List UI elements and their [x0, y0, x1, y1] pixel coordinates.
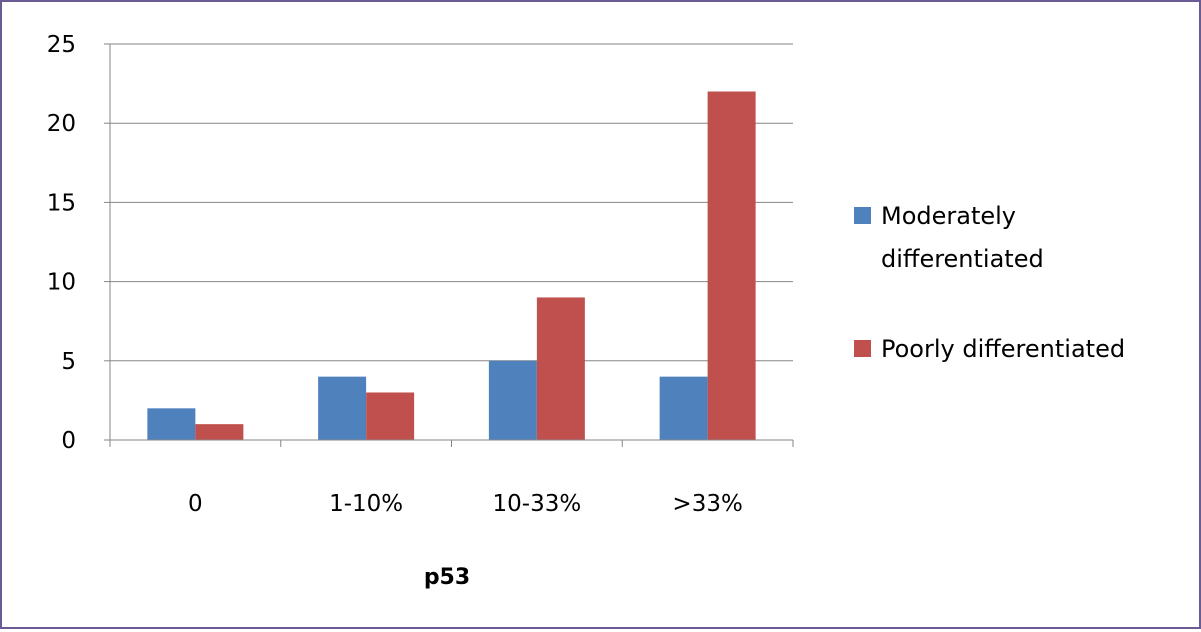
bar-poorly-1	[366, 392, 414, 440]
bar-poorly-0	[195, 424, 243, 440]
bar-poorly-2	[537, 297, 585, 440]
bar-moderately-3	[660, 377, 708, 440]
legend-label-0-1: differentiated	[881, 245, 1044, 273]
x-axis-title: p53	[424, 565, 470, 590]
bars	[147, 92, 755, 440]
bar-poorly-3	[708, 92, 756, 440]
bar-moderately-0	[147, 408, 195, 440]
x-tick-label-0: 0	[188, 491, 203, 517]
y-tick-label-3: 15	[47, 190, 76, 216]
x-tick-labels: 0 1-10% 10-33% >33%	[188, 491, 743, 517]
legend: Moderately differentiated Poorly different…	[854, 202, 1125, 363]
x-tick-label-2: 10-33%	[493, 491, 582, 517]
x-tick-label-3: >33%	[672, 491, 742, 517]
y-tick-label-5: 25	[47, 32, 76, 58]
y-tick-labels: 0 5 10 15 20 25	[47, 32, 76, 454]
bar-moderately-2	[489, 361, 537, 440]
bar-moderately-1	[318, 377, 366, 440]
legend-label-1-0: Poorly differentiated	[881, 335, 1125, 363]
y-tick-label-2: 10	[47, 270, 76, 296]
y-tick-label-4: 20	[47, 111, 76, 137]
legend-label-0-0: Moderately	[881, 202, 1016, 230]
y-tick-label-1: 5	[61, 349, 76, 375]
y-tick-label-0: 0	[61, 428, 76, 454]
legend-swatch-1	[854, 340, 871, 357]
x-tick-label-1: 1-10%	[329, 491, 403, 517]
legend-swatch-0	[854, 207, 871, 224]
